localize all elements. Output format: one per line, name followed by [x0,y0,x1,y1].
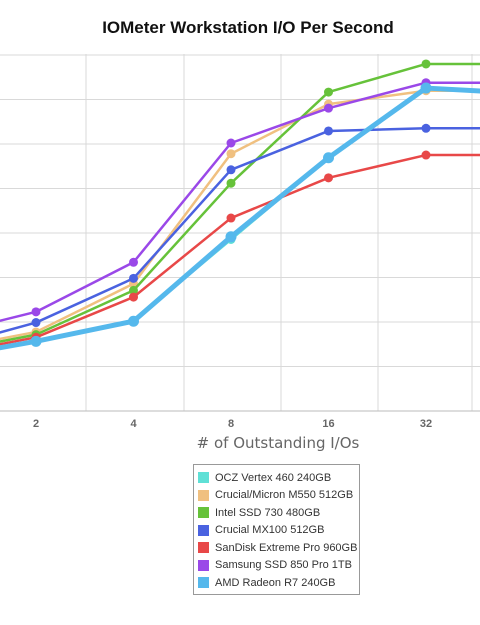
series-line [0,62,480,343]
data-point [421,123,431,133]
legend-item: Crucial MX100 512GB [198,522,359,540]
data-point [323,152,334,164]
legend-label: Crucial/Micron M550 512GB [215,489,354,502]
x-tick-label: 32 [420,418,432,430]
legend-label: Intel SSD 730 480GB [215,506,321,519]
legend-swatch [198,542,209,554]
data-point [226,165,236,175]
grid [0,54,480,412]
data-point [324,103,333,113]
series-4 [0,150,480,346]
data-point [420,82,432,94]
legend-swatch [198,524,209,536]
legend-item: Samsung SSD 850 Pro 1TB [198,557,359,575]
x-tick-label: 16 [322,418,334,430]
data-point [226,213,236,223]
series-line [0,127,480,334]
data-point [324,173,333,183]
legend-label: SanDisk Extreme Pro 960GB [215,541,358,554]
data-point [31,318,41,328]
legend: OCZ Vertex 460 240GB Crucial/Micron M550 … [193,464,360,595]
legend-label: AMD Radeon R7 240GB [215,576,336,589]
x-axis-title: # of Outstanding I/Os [196,434,360,452]
legend-item: OCZ Vertex 460 240GB [198,469,359,487]
legend-swatch [198,559,209,571]
data-point [226,149,236,159]
data-point [324,87,333,97]
legend-swatch [198,507,209,519]
x-tick-labels: 2 4 8 16 32 [33,418,432,430]
legend-label: Samsung SSD 850 Pro 1TB [215,559,352,572]
legend-swatch [198,577,209,589]
data-point [129,292,138,302]
legend-item: Intel SSD 730 480GB [198,504,359,522]
data-point [226,138,236,148]
legend-swatch [198,489,209,501]
x-tick-label: 2 [33,418,39,430]
data-point [31,307,41,317]
series-5 [0,78,480,323]
data-point [421,150,431,160]
series-line [0,81,480,323]
data-point [129,273,138,283]
series-layer [0,59,480,351]
legend-item: SanDisk Extreme Pro 960GB [198,539,359,557]
data-point [129,257,138,267]
x-tick-label: 4 [130,418,137,430]
series-6 [0,82,480,351]
legend-label: Crucial MX100 512GB [215,524,325,537]
x-tick-label: 8 [228,418,234,430]
data-point [30,335,42,347]
legend-label: OCZ Vertex 460 240GB [215,471,332,484]
legend-item: Crucial/Micron M550 512GB [198,487,359,505]
legend-item: AMD Radeon R7 240GB [198,574,359,592]
series-3 [0,123,480,334]
series-1 [0,86,480,341]
legend-swatch [198,472,209,484]
data-point [129,285,138,295]
chart-title: IOMeter Workstation I/O Per Second [102,18,394,37]
data-point [225,231,237,243]
data-point [226,178,236,188]
data-point [128,315,139,327]
data-point [324,126,333,136]
data-point [421,59,431,69]
series-line [0,153,480,346]
